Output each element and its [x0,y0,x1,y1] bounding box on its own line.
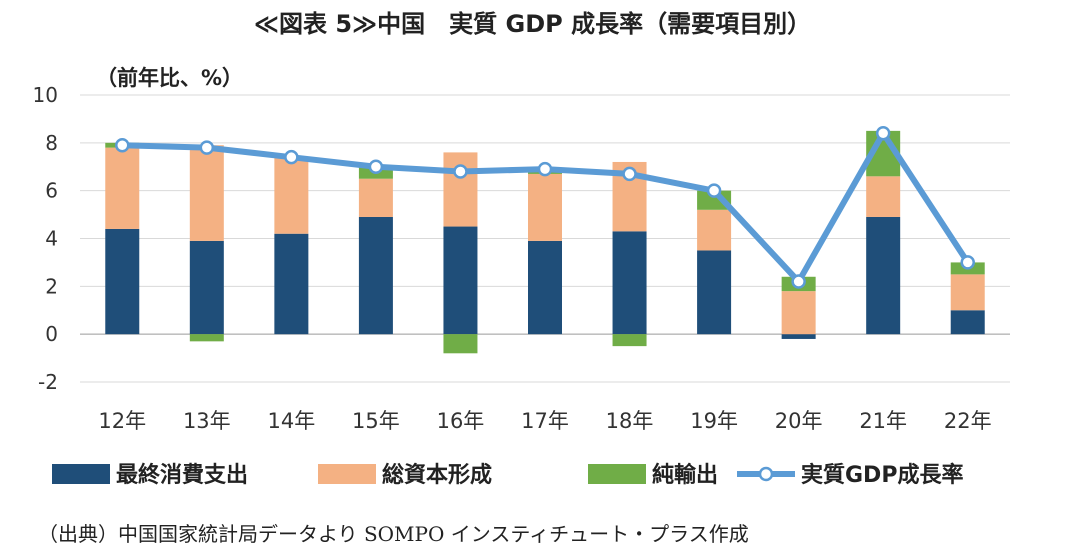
legend-marker [758,466,774,482]
gdp-point [960,255,975,270]
bar-segment [189,334,224,342]
x-tick-label: 13年 [183,409,231,433]
bar-segment [105,147,140,229]
gdp-point [368,159,384,174]
bar-segment [866,216,901,335]
bar-segment [950,310,985,335]
x-tick-label: 18年 [606,409,654,433]
x-tick-label: 15年 [352,409,400,433]
x-tick-label: 22年 [944,409,992,433]
x-tick-label: 17年 [521,409,569,433]
gdp-line [115,126,975,289]
bar-segment [697,250,732,335]
bar-segment [189,240,224,335]
bar-segment [189,145,224,241]
gdp-point [453,164,468,179]
legend-label: 最終消費支出 [116,462,248,488]
gdp-point [537,161,553,177]
bar-segment [105,228,140,335]
bar-segment [781,291,816,335]
gdp-point [284,149,299,165]
gdp-point [115,137,130,153]
y-tick-label: 10 [33,83,58,107]
x-tick-label: 19年 [690,409,738,433]
gdp-point [199,140,215,155]
legend: 最終消費支出 総資本形成 純輸出 実質GDP成長率 [52,462,963,488]
x-tick-label: 12年 [98,409,146,433]
x-tick-label: 20年 [775,409,823,433]
legend-swatch [52,464,110,484]
gdp-point [791,274,806,289]
bar-segment [358,216,393,335]
gdp-point [706,183,722,198]
bar-segment [443,334,478,354]
y-tick-label: 8 [45,131,58,155]
x-tick-label: 21年 [859,409,907,433]
bar-segment [866,176,901,217]
bar-segment [274,233,309,335]
bar-segment [950,274,985,311]
x-axis-tick-labels: 12年 13年 14年 15年 16年 17年 18年 19年 20年 21年 22年 [98,409,991,433]
y-axis-unit-label: （前年比、%） [96,66,244,90]
x-tick-label: 16年 [437,409,485,433]
bar-segment [781,334,816,339]
legend-label: 総資本形成 [382,462,492,488]
bar-segment [528,240,562,335]
bar-segment [274,157,309,234]
y-tick-label: -2 [38,370,58,394]
y-axis-tick-labels: 10 8 6 4 2 0 -2 [33,83,58,394]
y-tick-label: 2 [45,274,58,298]
bar-segment [612,334,647,347]
legend-label: 純輸出 [652,462,718,488]
legend-swatch [588,464,646,484]
y-tick-label: 4 [45,227,58,251]
gdp-point [875,126,891,141]
source-note: （出典）中国国家統計局データより SOMPO インスティチュート・プラス作成 [38,522,749,546]
legend-label: 実質GDP成長率 [801,462,963,488]
legend-swatch [318,464,376,484]
bar-segment [443,152,478,227]
y-tick-label: 6 [45,179,58,203]
bar-segment [612,231,647,335]
bar-segment [697,209,732,251]
bar-segment [358,178,393,217]
y-tick-label: 0 [45,322,58,346]
gdp-point [622,166,637,182]
x-tick-label: 14年 [267,409,315,433]
bar-segment [528,173,562,241]
chart-title: ≪図表 5≫中国 実質 GDP 成長率（需要項目別） [253,10,812,38]
bar-segment [443,226,478,335]
